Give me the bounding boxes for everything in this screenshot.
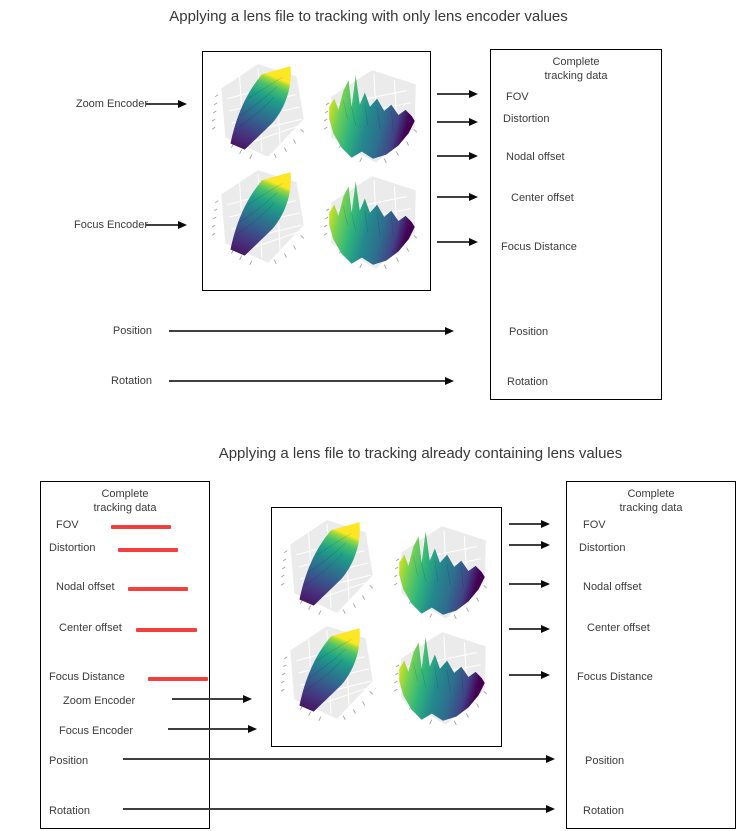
- bumpy-surface-plot: [317, 62, 429, 174]
- item-fov: FOV: [506, 91, 529, 103]
- item-center-offset: Center offset: [511, 192, 574, 204]
- item-nodal-offset: Nodal offset: [583, 581, 642, 593]
- header-line1: Complete: [627, 488, 675, 500]
- bumpy-surface-plot: [317, 168, 429, 280]
- box-header: Complete tracking data: [491, 55, 661, 83]
- arrow-position-passthrough: [169, 330, 446, 332]
- bumpy-surface-plot: [387, 518, 499, 630]
- arrow-focus-encoder-to-lens-file: [146, 224, 179, 226]
- header-line1: Complete: [552, 56, 600, 68]
- item-focus-distance: Focus Distance: [49, 671, 125, 683]
- item-position: Position: [585, 755, 625, 767]
- diagram1-focus-encoder-label: Focus Encoder: [74, 219, 148, 231]
- arrow-to-distortion: [509, 544, 542, 546]
- item-focus-distance: Focus Distance: [577, 671, 653, 683]
- arrow-to-fov: [437, 93, 470, 95]
- arrow-to-distortion: [437, 121, 470, 123]
- item-position: Position: [49, 755, 89, 767]
- arrow-to-focus-distance: [509, 674, 542, 676]
- strikethrough-center-offset: [136, 628, 197, 632]
- diagram1-rotation-label: Rotation: [111, 375, 152, 387]
- arrow-to-fov: [509, 523, 542, 525]
- diagram1-title: Applying a lens file to tracking with on…: [169, 8, 568, 25]
- item-distortion: Distortion: [579, 542, 626, 554]
- header-line1: Complete: [101, 488, 149, 500]
- item-nodal-offset: Nodal offset: [56, 581, 115, 593]
- diagram1-zoom-encoder-label: Zoom Encoder: [75, 98, 148, 110]
- item-nodal-offset: Nodal offset: [506, 151, 565, 163]
- diagram1-lens-file-box: [202, 51, 431, 291]
- arrow-focus-encoder-to-lens-file: [168, 728, 249, 730]
- smooth-surface-plot: [274, 514, 386, 626]
- diagram2-complete-tracking-data-box: Complete tracking data FOV Distortion No…: [566, 481, 736, 829]
- arrow-position-passthrough: [123, 758, 547, 760]
- strikethrough-focus-distance: [148, 677, 208, 681]
- item-fov: FOV: [583, 519, 606, 531]
- diagram2-lens-file-box: [271, 507, 502, 747]
- arrow-to-center-offset: [437, 196, 470, 198]
- diagram1-complete-tracking-data-box: Complete tracking data FOV Distortion No…: [490, 49, 662, 400]
- arrow-zoom-encoder-to-lens-file: [172, 698, 244, 700]
- strikethrough-nodal-offset: [128, 587, 188, 591]
- diagram1-position-label: Position: [112, 325, 152, 337]
- arrow-rotation-passthrough: [123, 808, 547, 810]
- item-distortion: Distortion: [503, 113, 550, 125]
- header-line2: tracking data: [619, 502, 683, 514]
- smooth-surface-plot: [205, 58, 317, 170]
- box-header: Complete tracking data: [41, 487, 209, 515]
- arrow-zoom-encoder-to-lens-file: [146, 103, 179, 105]
- item-focus-distance: Focus Distance: [501, 241, 577, 253]
- arrow-to-nodal-offset: [437, 155, 470, 157]
- smooth-surface-plot: [205, 164, 317, 276]
- item-position: Position: [509, 326, 549, 338]
- item-center-offset: Center offset: [587, 622, 650, 634]
- item-fov: FOV: [56, 519, 79, 531]
- item-rotation: Rotation: [583, 805, 624, 817]
- header-line2: tracking data: [93, 502, 157, 514]
- header-line2: tracking data: [544, 70, 608, 82]
- item-distortion: Distortion: [49, 542, 96, 554]
- item-rotation: Rotation: [507, 376, 548, 388]
- item-zoom-encoder: Zoom Encoder: [63, 695, 136, 707]
- smooth-surface-plot: [274, 620, 386, 732]
- diagram2-title: Applying a lens file to tracking already…: [218, 445, 623, 462]
- arrow-to-nodal-offset: [509, 583, 542, 585]
- strikethrough-distortion: [118, 548, 178, 552]
- arrow-to-focus-distance: [437, 241, 470, 243]
- item-rotation: Rotation: [49, 805, 90, 817]
- arrow-rotation-passthrough: [169, 380, 446, 382]
- bumpy-surface-plot: [387, 624, 499, 736]
- item-center-offset: Center offset: [59, 622, 122, 634]
- box-header: Complete tracking data: [567, 487, 735, 515]
- strikethrough-fov: [111, 525, 171, 529]
- arrow-to-center-offset: [509, 628, 542, 630]
- diagram2-input-tracking-data-box: Complete tracking data FOV Distortion No…: [40, 481, 210, 829]
- item-focus-encoder: Focus Encoder: [59, 725, 133, 737]
